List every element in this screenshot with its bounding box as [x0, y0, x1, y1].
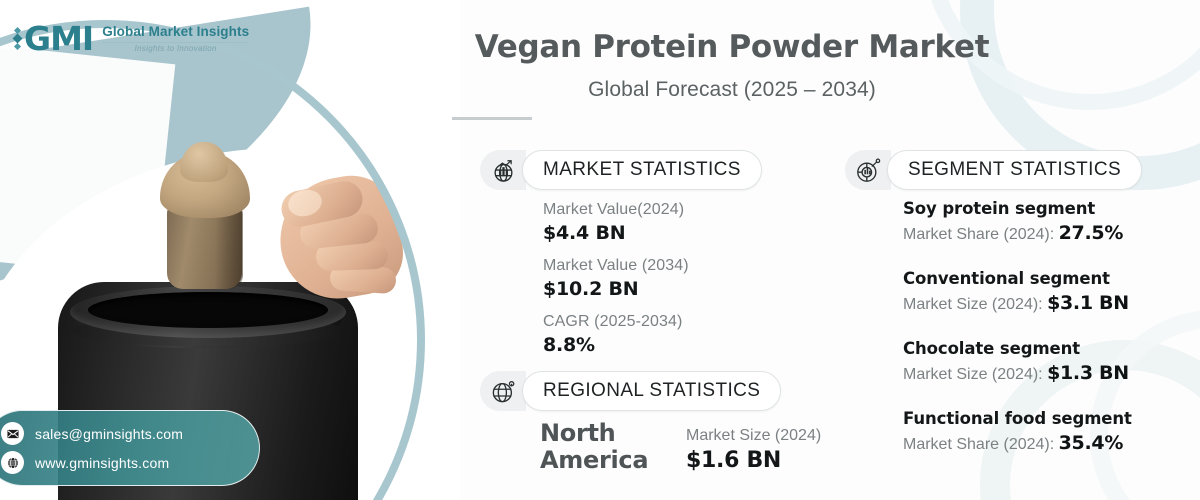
market-value-2034-label: Market Value (2034)	[543, 257, 689, 275]
envelope-icon	[1, 422, 24, 445]
region-metric: Market Size (2024) $1.6 BN	[686, 420, 821, 474]
segment-name: Soy protein segment	[903, 199, 1096, 218]
logo-gmi-letters: GMI	[24, 19, 94, 58]
segment-metric: Market Share (2024): 27.5%	[903, 220, 1132, 247]
title-block: Vegan Protein Powder Market Global Forec…	[452, 29, 1012, 120]
segment-metric-label: Market Size (2024):	[903, 296, 1043, 314]
segment-statistics-list: Soy protein segment Market Share (2024):…	[903, 198, 1132, 456]
segment-name: Conventional segment	[903, 268, 1110, 288]
page-title: Vegan Protein Powder Market	[474, 29, 990, 65]
region-name: North America	[540, 419, 649, 474]
segment-metric: Market Size (2024): $1.3 BN	[903, 360, 1132, 387]
product-image-panel	[0, 0, 460, 500]
segment-metric-label: Market Share (2024):	[903, 435, 1055, 453]
market-value-2034-value: $10.2 BN	[543, 277, 639, 300]
logo-mark: GMI	[12, 19, 94, 58]
segment-metric-label: Market Share (2024):	[903, 226, 1055, 244]
segment-statistics-header: SEGMENT STATISTICS	[845, 150, 1143, 190]
logo-wordmark: Global Market Insights Insights to Innov…	[102, 23, 250, 54]
logo-diamond-icon	[12, 26, 23, 51]
cagr-label: CAGR (2025-2034)	[543, 313, 683, 331]
logo-divider	[102, 42, 250, 44]
regional-statistics-header: REGIONAL STATISTICS	[480, 371, 782, 411]
segment-item: Conventional segment Market Size (2024):…	[903, 268, 1132, 317]
market-statistics-header: MARKET STATISTICS	[480, 150, 762, 190]
regional-statistics-label: REGIONAL STATISTICS	[543, 380, 761, 401]
segment-metric: Market Share (2024): 35.4%	[903, 430, 1132, 457]
segment-item: Functional food segment Market Share (20…	[903, 408, 1132, 457]
globe-pin-icon	[480, 371, 526, 411]
contact-website[interactable]: www.gminsights.com	[35, 454, 170, 471]
gmi-logo[interactable]: GMI Global Market Insights Insights to I…	[12, 19, 250, 58]
regional-statistics-body: North America Market Size (2024) $1.6 BN	[540, 420, 821, 474]
market-statistics-label: MARKET STATISTICS	[543, 159, 741, 180]
contact-email[interactable]: sales@gminsights.com	[35, 425, 184, 442]
market-statistics-pill: MARKET STATISTICS	[522, 150, 762, 190]
logo-company-name: Global Market Insights	[102, 23, 250, 39]
page-subtitle: Global Forecast (2025 – 2034)	[588, 77, 876, 101]
region-metric-value: $1.6 BN	[686, 447, 782, 473]
donut-chart-icon	[845, 150, 891, 190]
market-value-2024-value: $4.4 BN	[543, 221, 626, 244]
contact-pill: sales@gminsights.com www.gminsights.com	[0, 410, 260, 486]
logo-tagline: Insights to Innovation	[134, 44, 217, 54]
segment-statistics-label: SEGMENT STATISTICS	[908, 159, 1122, 180]
segment-metric-value: 35.4%	[1058, 431, 1124, 454]
segment-item: Soy protein segment Market Share (2024):…	[903, 198, 1132, 247]
globe-icon	[1, 451, 24, 474]
title-divider	[452, 116, 532, 120]
segment-name: Chocolate segment	[903, 338, 1081, 358]
segment-metric-value: 27.5%	[1058, 222, 1124, 245]
globe-bar-chart-icon	[480, 150, 526, 190]
contact-website-row[interactable]: www.gminsights.com	[1, 451, 245, 474]
market-statistics-list: Market Value(2024) $4.4 BN Market Value …	[543, 199, 689, 359]
segment-metric-value: $1.3 BN	[1047, 361, 1129, 384]
segment-metric-value: $3.1 BN	[1047, 292, 1129, 315]
contact-email-row[interactable]: sales@gminsights.com	[1, 422, 245, 445]
segment-name: Functional food segment	[903, 408, 1132, 428]
segment-statistics-pill: SEGMENT STATISTICS	[887, 150, 1143, 190]
segment-metric: Market Size (2024): $3.1 BN	[903, 290, 1132, 317]
segment-item: Chocolate segment Market Size (2024): $1…	[903, 338, 1132, 387]
regional-statistics-pill: REGIONAL STATISTICS	[522, 371, 782, 411]
cagr-value: 8.8%	[543, 334, 595, 357]
market-value-2024-label: Market Value(2024)	[543, 201, 685, 218]
region-metric-label: Market Size (2024)	[686, 427, 822, 444]
segment-metric-label: Market Size (2024):	[903, 365, 1043, 383]
